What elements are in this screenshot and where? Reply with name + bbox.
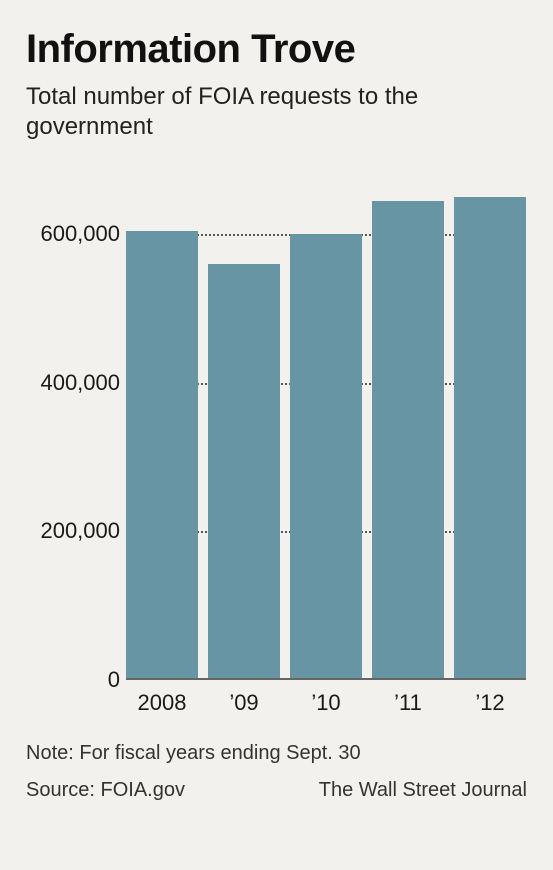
chart-note: Note: For fiscal years ending Sept. 30 bbox=[26, 742, 527, 765]
chart-credit: The Wall Street Journal bbox=[319, 779, 527, 802]
bar bbox=[372, 201, 444, 680]
x-tick-label: ’09 bbox=[208, 690, 280, 716]
bar-chart: 0200,000400,000600,000 bbox=[26, 160, 527, 680]
bar bbox=[290, 234, 362, 680]
y-tick-label: 600,000 bbox=[40, 221, 126, 247]
y-tick-label: 200,000 bbox=[40, 518, 126, 544]
chart-footer: Note: For fiscal years ending Sept. 30 S… bbox=[26, 742, 527, 802]
source-row: Source: FOIA.gov The Wall Street Journal bbox=[26, 779, 527, 802]
y-tick-label: 400,000 bbox=[40, 370, 126, 396]
plot-area: 0200,000400,000600,000 bbox=[126, 160, 526, 680]
x-tick-label: ’12 bbox=[454, 690, 526, 716]
chart-subtitle: Total number of FOIA requests to the gov… bbox=[26, 82, 527, 142]
x-tick-label: 2008 bbox=[126, 690, 198, 716]
x-tick-label: ’10 bbox=[290, 690, 362, 716]
chart-source: Source: FOIA.gov bbox=[26, 779, 185, 802]
chart-title: Information Trove bbox=[26, 28, 527, 70]
y-tick-label: 0 bbox=[108, 667, 126, 693]
x-tick-label: ’11 bbox=[372, 690, 444, 716]
x-axis-labels: 2008 ’09 ’10 ’11 ’12 bbox=[126, 690, 526, 716]
bar bbox=[454, 197, 526, 680]
x-axis-baseline bbox=[126, 678, 526, 680]
bar bbox=[126, 231, 198, 680]
bars-container bbox=[126, 160, 526, 680]
bar bbox=[208, 264, 280, 680]
